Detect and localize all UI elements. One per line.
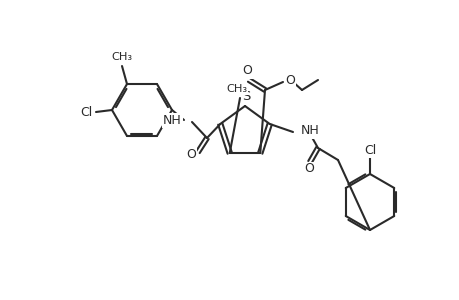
- Text: CH₃: CH₃: [226, 84, 247, 94]
- Text: Cl: Cl: [363, 143, 375, 157]
- Text: S: S: [241, 91, 250, 103]
- Text: O: O: [241, 64, 252, 77]
- Text: O: O: [303, 163, 313, 176]
- Text: CH₃: CH₃: [111, 52, 132, 62]
- Text: O: O: [285, 74, 294, 88]
- Text: Cl: Cl: [80, 106, 92, 118]
- Text: NH: NH: [300, 124, 319, 137]
- Text: O: O: [185, 148, 196, 160]
- Text: NH: NH: [163, 113, 182, 127]
